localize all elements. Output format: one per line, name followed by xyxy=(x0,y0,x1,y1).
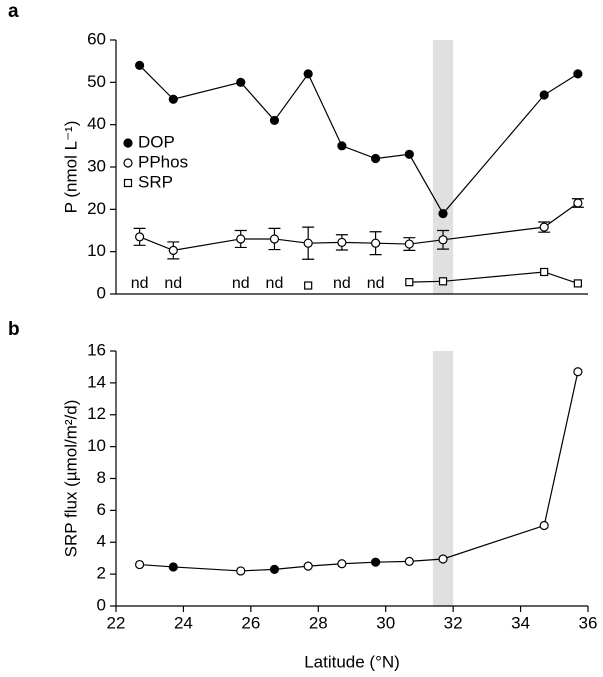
value-label: nd xyxy=(367,275,385,292)
y-tick-label: 10 xyxy=(87,436,106,455)
marker xyxy=(135,559,145,570)
marker xyxy=(269,115,280,126)
value-label: nd xyxy=(333,275,351,292)
marker xyxy=(337,559,347,569)
x-tick-label: 26 xyxy=(241,613,260,632)
y-tick-label: 12 xyxy=(87,404,106,423)
y-tick-label: 60 xyxy=(87,29,106,48)
marker xyxy=(438,554,448,564)
legend-marker xyxy=(123,158,133,168)
y-tick-label: 10 xyxy=(87,241,106,260)
marker xyxy=(168,562,178,572)
shaded-band xyxy=(432,40,454,294)
marker xyxy=(303,561,313,571)
value-label: nd xyxy=(164,275,182,292)
marker xyxy=(438,208,448,219)
marker xyxy=(371,557,381,567)
marker xyxy=(236,566,246,576)
marker xyxy=(404,239,414,249)
marker xyxy=(539,222,549,232)
legend-label: SRP xyxy=(138,172,173,191)
series-line xyxy=(139,371,579,572)
panel-label: a xyxy=(8,1,19,22)
marker xyxy=(371,238,381,248)
series-line xyxy=(139,64,579,215)
marker xyxy=(405,278,414,287)
series-line xyxy=(139,202,579,252)
y-tick-label: 50 xyxy=(87,72,106,91)
marker xyxy=(539,520,549,531)
y-tick-label: 14 xyxy=(87,372,106,391)
value-label: nd xyxy=(131,275,149,292)
marker xyxy=(236,77,246,87)
marker xyxy=(269,234,280,244)
y-tick-label: 30 xyxy=(87,156,106,175)
x-tick-label: 30 xyxy=(376,613,395,632)
x-tick-label: 24 xyxy=(174,613,193,632)
marker xyxy=(135,232,145,242)
legend-label: PPhos xyxy=(138,152,188,171)
x-tick-label: 28 xyxy=(309,613,328,632)
y-tick-label: 0 xyxy=(97,283,106,302)
marker xyxy=(303,69,313,79)
y-axis-label: P (nmol L⁻¹) xyxy=(61,121,80,214)
x-tick-label: 36 xyxy=(579,613,598,632)
marker xyxy=(573,198,583,208)
marker xyxy=(304,281,313,290)
marker xyxy=(539,90,549,100)
marker xyxy=(371,153,381,164)
marker xyxy=(303,238,313,248)
legend-marker xyxy=(123,138,133,148)
marker xyxy=(404,556,414,566)
marker xyxy=(573,279,582,288)
y-axis-label: SRP flux (µmol/m²/d) xyxy=(61,400,80,558)
marker xyxy=(168,245,178,255)
y-tick-label: 20 xyxy=(87,199,106,218)
marker xyxy=(438,235,448,245)
legend-marker xyxy=(123,178,133,188)
marker xyxy=(337,237,347,247)
panel-label: b xyxy=(8,319,20,340)
marker xyxy=(438,277,448,286)
y-tick-label: 16 xyxy=(87,340,106,359)
shaded-band xyxy=(432,351,454,606)
marker xyxy=(236,234,246,244)
marker xyxy=(269,564,280,574)
marker xyxy=(404,149,414,159)
marker xyxy=(573,69,583,79)
marker xyxy=(135,60,145,71)
x-tick-label: 32 xyxy=(444,613,463,632)
marker xyxy=(540,267,549,277)
x-tick-label: 22 xyxy=(107,613,126,632)
marker xyxy=(337,141,347,151)
y-tick-label: 0 xyxy=(97,595,106,614)
value-label: nd xyxy=(266,275,284,292)
marker xyxy=(573,367,583,377)
y-tick-label: 2 xyxy=(97,564,106,583)
x-tick-label: 34 xyxy=(511,613,530,632)
y-tick-label: 6 xyxy=(97,500,106,519)
y-tick-label: 4 xyxy=(97,532,106,551)
x-axis-label: Latitude (°N) xyxy=(304,652,400,671)
marker xyxy=(168,94,178,104)
y-tick-label: 40 xyxy=(87,114,106,133)
y-tick-label: 8 xyxy=(97,468,106,487)
series-line xyxy=(409,271,579,284)
value-label: nd xyxy=(232,275,250,292)
legend-label: DOP xyxy=(138,132,175,151)
